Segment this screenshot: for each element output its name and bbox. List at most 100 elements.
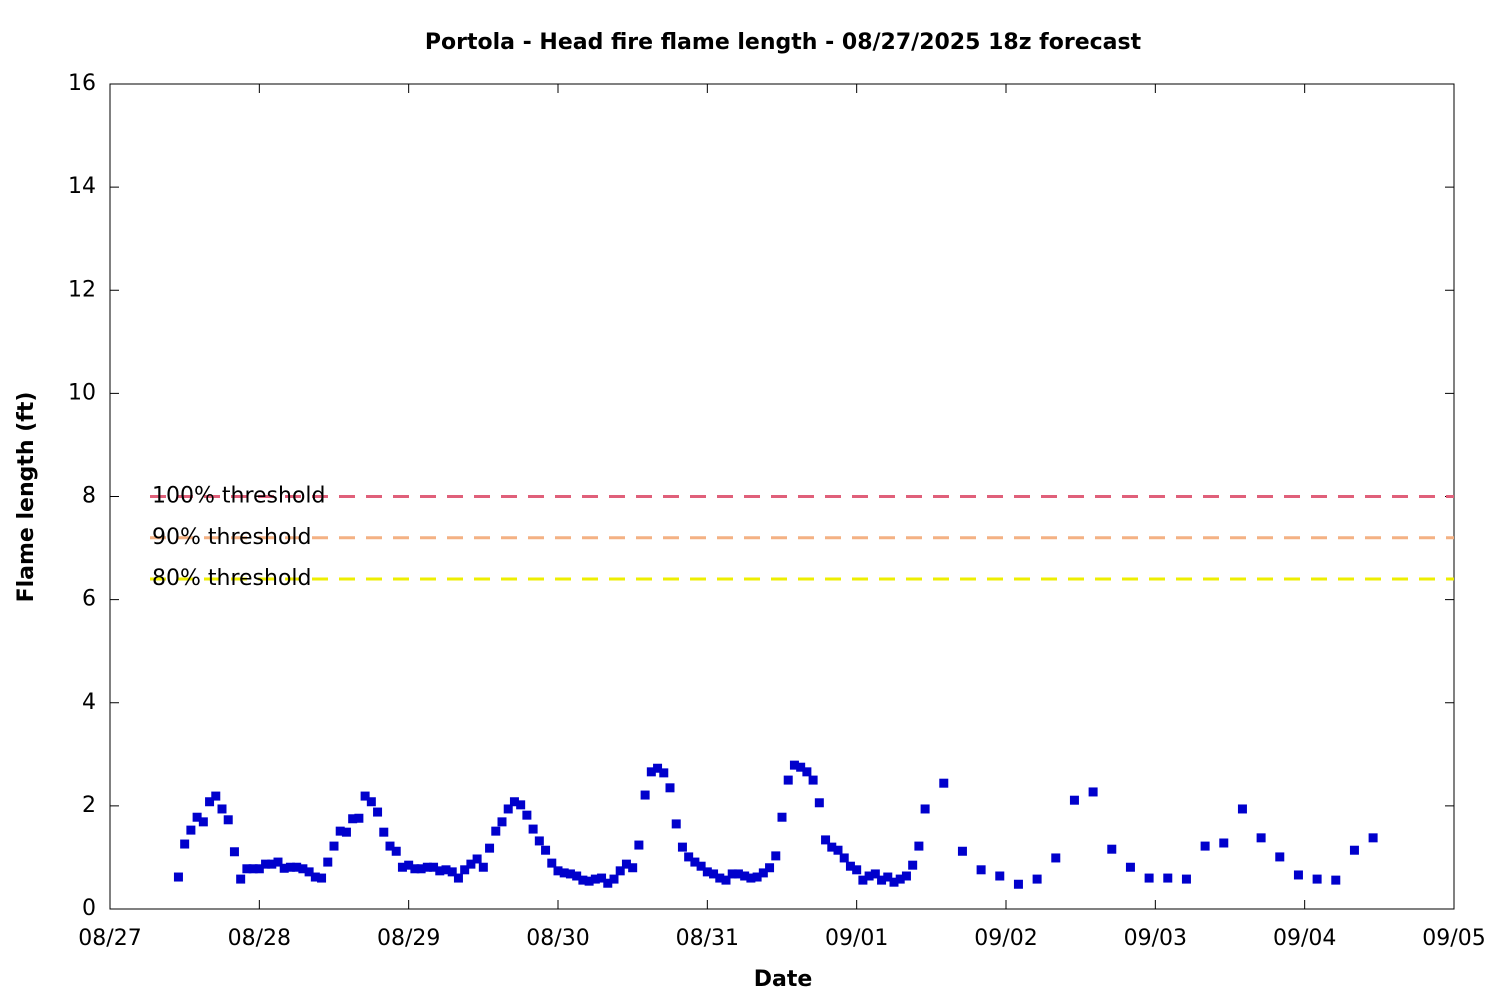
point: [447, 867, 457, 877]
point: [279, 863, 289, 873]
point: [696, 861, 706, 871]
x-tick-label: 09/03: [1124, 926, 1187, 951]
point: [671, 819, 681, 829]
x-tick-label: 09/02: [974, 926, 1037, 951]
point: [609, 874, 619, 884]
point: [248, 864, 258, 874]
point: [1032, 874, 1042, 884]
point: [323, 857, 333, 867]
point: [1312, 874, 1322, 884]
point: [572, 871, 582, 881]
point: [460, 865, 470, 875]
point: [198, 817, 208, 827]
point: [273, 857, 283, 867]
point: [845, 861, 855, 871]
threshold-label: 90% threshold: [152, 525, 312, 550]
point: [827, 842, 837, 852]
point: [665, 783, 675, 793]
point: [1144, 873, 1154, 883]
point: [653, 763, 663, 773]
point: [485, 843, 495, 853]
point: [211, 791, 221, 801]
chart-title: Portola - Head fire flame length - 08/27…: [425, 30, 1142, 55]
point: [740, 871, 750, 881]
point: [373, 807, 383, 817]
point: [354, 813, 364, 823]
point: [715, 873, 725, 883]
point: [329, 841, 339, 851]
threshold-label: 80% threshold: [152, 566, 312, 591]
point: [1163, 873, 1173, 883]
point: [534, 836, 544, 846]
point: [752, 872, 762, 882]
point: [758, 868, 768, 878]
point: [889, 877, 899, 887]
point: [478, 862, 488, 872]
point: [640, 790, 650, 800]
point: [1125, 862, 1135, 872]
point: [1368, 833, 1378, 843]
point: [422, 862, 432, 872]
y-tick-label: 14: [68, 174, 96, 199]
x-tick-label: 08/27: [78, 926, 141, 951]
point: [348, 814, 358, 824]
point: [615, 866, 625, 876]
y-axis-label: Flame length (ft): [14, 392, 39, 603]
point: [864, 871, 874, 881]
point: [621, 859, 631, 869]
point: [914, 841, 924, 851]
y-tick-label: 8: [82, 484, 96, 509]
point: [360, 791, 370, 801]
point: [709, 869, 719, 879]
point: [895, 874, 905, 884]
point: [379, 827, 389, 837]
point: [677, 842, 687, 852]
point: [1293, 870, 1303, 880]
point: [298, 864, 308, 874]
point: [416, 864, 426, 874]
point: [335, 826, 345, 836]
point: [509, 797, 519, 807]
point: [173, 872, 183, 882]
point: [267, 859, 277, 869]
y-tick-label: 6: [82, 587, 96, 612]
point: [808, 775, 818, 785]
point: [883, 872, 893, 882]
x-tick-label: 08/28: [228, 926, 291, 951]
point: [254, 864, 264, 874]
point: [559, 868, 569, 878]
point: [590, 874, 600, 884]
point: [1219, 838, 1229, 848]
point: [217, 804, 227, 814]
point: [310, 872, 320, 882]
point: [802, 767, 812, 777]
threshold-label: 100% threshold: [152, 484, 326, 509]
point: [186, 825, 196, 835]
point: [727, 869, 737, 879]
y-tick-label: 0: [82, 896, 96, 921]
point: [261, 859, 271, 869]
y-tick-label: 16: [68, 71, 96, 96]
point: [1275, 852, 1285, 862]
point: [304, 867, 314, 877]
point: [957, 846, 967, 856]
point: [516, 800, 526, 810]
point: [976, 865, 986, 875]
x-tick-label: 08/31: [676, 926, 739, 951]
point: [1181, 874, 1191, 884]
point: [839, 853, 849, 863]
point: [690, 857, 700, 867]
point: [1107, 844, 1117, 854]
x-tick-label: 09/05: [1422, 926, 1485, 951]
point: [789, 760, 799, 770]
point: [528, 824, 538, 834]
point: [684, 852, 694, 862]
point: [385, 841, 395, 851]
point: [765, 863, 775, 873]
point: [877, 875, 887, 885]
point: [565, 869, 575, 879]
point: [578, 875, 588, 885]
point: [391, 846, 401, 856]
point: [497, 817, 507, 827]
point: [236, 874, 246, 884]
